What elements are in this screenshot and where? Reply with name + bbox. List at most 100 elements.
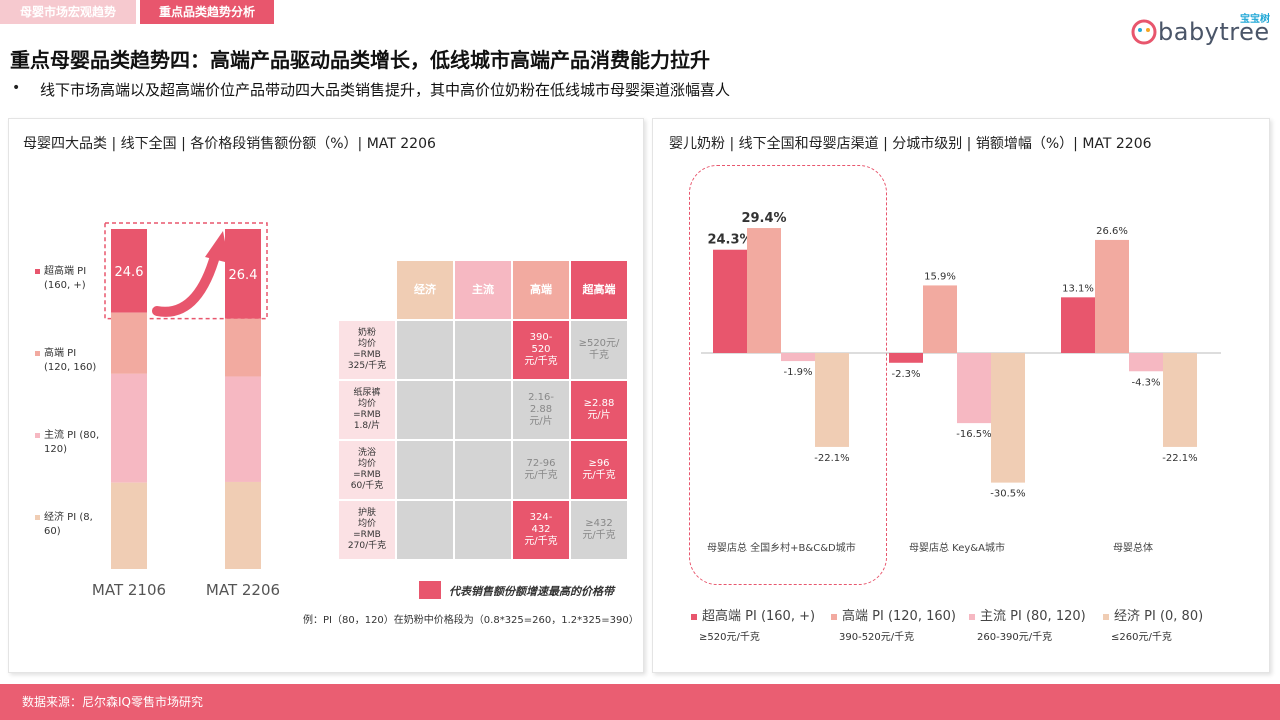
right-panel-title: 婴儿奶粉 | 线下全国和母婴店渠道 | 分城市级别 | 销额增幅（%）| MAT… — [669, 136, 1152, 152]
legend-range: 60) — [44, 526, 61, 537]
bar — [889, 353, 923, 363]
legend-swatch — [35, 514, 40, 520]
bar — [923, 285, 957, 353]
data-label: -22.1% — [1162, 453, 1197, 464]
bar-segment — [111, 373, 147, 483]
bar — [1095, 239, 1129, 353]
category-label: 母婴总体 — [1113, 543, 1153, 554]
legend-swatch — [691, 613, 697, 620]
bar — [1163, 353, 1197, 447]
bar — [957, 353, 991, 424]
table-cell — [397, 321, 453, 379]
legend-label: 经济 PI (0, 80) — [1114, 609, 1204, 624]
price-band-table: 经济 主流 高端 超高端 奶粉 均价 =RMB 325/千克 390- 520 元/千克 ≥520元/… — [337, 259, 629, 561]
babytree-logo: babytree 宝宝树 — [1130, 10, 1270, 46]
table-header-cell: 高端 — [513, 261, 569, 319]
table-cell — [455, 501, 511, 559]
table-cell: ≥2.88 元/片 — [571, 381, 627, 439]
bar-segment — [111, 482, 147, 569]
bar-segment — [111, 312, 147, 374]
legend-label: 高端 PI — [44, 348, 77, 359]
table-row: 护肤 均价 =RMB 270/千克 324- 432 元/千克 ≥432 元/千克 — [339, 501, 627, 559]
data-label: -4.3% — [1131, 377, 1160, 388]
data-label: 13.1% — [1062, 283, 1094, 294]
logo-brand: babytree — [1158, 18, 1270, 46]
table-row-label: 奶粉 均价 =RMB 325/千克 — [339, 321, 395, 379]
table-row: 纸尿裤 均价 =RMB 1.8/片 2.16- 2.88 元/片 ≥2.88 元/片 — [339, 381, 627, 439]
table-header-row: 经济 主流 高端 超高端 — [339, 261, 627, 319]
bar — [1129, 353, 1163, 372]
bullet-dot: • — [12, 80, 21, 96]
bar — [815, 353, 849, 447]
table-row: 洗浴 均价 =RMB 60/千克 72-96 元/千克 ≥96 元/千克 — [339, 441, 627, 499]
table-cell — [397, 381, 453, 439]
table-cell: 2.16- 2.88 元/片 — [513, 381, 569, 439]
table-cell: 324- 432 元/千克 — [513, 501, 569, 559]
table-corner — [339, 261, 395, 319]
data-label: 29.4% — [741, 211, 786, 226]
table-cell — [397, 501, 453, 559]
legend-label: 超高端 PI — [44, 266, 87, 277]
data-label: -1.9% — [783, 367, 812, 378]
bar — [713, 249, 747, 353]
legend-label: 经济 PI (8, — [44, 512, 93, 523]
category-label: 母婴店总 Key&A城市 — [909, 543, 1005, 554]
stacked-bar-chart: 24.6 MAT 2106 26.4 MAT 2206 — [92, 222, 280, 599]
bar-segment — [225, 229, 261, 319]
category-label: 母婴店总 全国乡村+B&C&D城市 — [707, 543, 856, 554]
bar-segment — [225, 318, 261, 377]
legend-economy: 经济 PI (8, 60) — [35, 511, 93, 539]
bar-segment — [225, 376, 261, 482]
highlight-swatch — [419, 581, 441, 599]
legend-swatch — [1103, 613, 1109, 620]
page-title: 重点母婴品类趋势四：高端产品驱动品类增长，低线城市高端产品消费能力拉升 — [10, 48, 710, 72]
arrow-head-icon — [205, 231, 229, 263]
data-label: -16.5% — [956, 429, 991, 440]
legend-premium: 高端 PI (120, 160) 390-520元/千克 — [831, 605, 956, 643]
table-cell: ≥520元/千克 — [571, 321, 627, 379]
highlight-legend-label: 代表销售额份额增速最高的价格带 — [449, 585, 614, 598]
bar — [1061, 297, 1095, 353]
data-label: 26.6% — [1096, 226, 1128, 237]
right-panel: 婴儿奶粉 | 线下全国和母婴店渠道 | 分城市级别 | 销额增幅（%）| MAT… — [652, 118, 1270, 673]
tab-market-trend[interactable]: 母婴市场宏观趋势 — [0, 0, 136, 24]
legend-sub: ≤260元/千克 — [1111, 632, 1172, 643]
table-header-cell: 经济 — [397, 261, 453, 319]
table-row-label: 纸尿裤 均价 =RMB 1.8/片 — [339, 381, 395, 439]
legend-swatch — [831, 613, 837, 620]
x-tick-label: MAT 2206 — [206, 581, 280, 599]
page-subtitle: 线下市场高端以及超高端价位产品带动四大品类销售提升，其中高价位奶粉在低线城市母婴… — [40, 81, 731, 99]
legend-swatch — [969, 613, 975, 620]
table-cell — [455, 321, 511, 379]
table-header-cell: 超高端 — [571, 261, 627, 319]
left-panel-title: 母婴四大品类 | 线下全国 | 各价格段销售额份额（%）| MAT 2206 — [23, 136, 436, 152]
x-tick-label: MAT 2106 — [92, 581, 166, 599]
data-label: -2.3% — [891, 369, 920, 380]
bar — [747, 228, 781, 353]
tab-category-trend[interactable]: 重点品类趋势分析 — [140, 0, 274, 24]
legend-label: 高端 PI (120, 160) — [842, 609, 956, 624]
table-cell — [455, 381, 511, 439]
table-cell: 390- 520 元/千克 — [513, 321, 569, 379]
table-row-label: 护肤 均价 =RMB 270/千克 — [339, 501, 395, 559]
table-cell: 72-96 元/千克 — [513, 441, 569, 499]
bar — [781, 353, 815, 362]
data-label: -30.5% — [990, 489, 1025, 500]
footer-source: 数据来源：尼尔森IQ零售市场研究 — [0, 684, 1280, 720]
legend-mainstream: 主流 PI (80, 120) 260-390元/千克 — [969, 605, 1086, 643]
table-cell: ≥96 元/千克 — [571, 441, 627, 499]
legend-premium: 高端 PI (120, 160) — [35, 347, 96, 375]
data-label: -22.1% — [814, 453, 849, 464]
table-row-label: 洗浴 均价 =RMB 60/千克 — [339, 441, 395, 499]
table-cell — [397, 441, 453, 499]
legend-super-premium: 超高端 PI (160, +) ≥520元/千克 — [691, 605, 815, 643]
growth-bar-chart: 24.3% -2.3% 13.1% 29.4% 15.9% 26.6% -1.9% -16.5… — [701, 211, 1221, 500]
table-header-cell: 主流 — [455, 261, 511, 319]
table-cell — [455, 441, 511, 499]
legend-label: 超高端 PI (160, +) — [702, 609, 816, 624]
bar-segment — [111, 229, 147, 313]
bar — [991, 353, 1025, 483]
legend-mainstream: 主流 PI (80, 120) — [35, 429, 99, 457]
legend-label: 主流 PI (80, 120) — [980, 609, 1086, 624]
logo-brand-cn: 宝宝树 — [1240, 14, 1270, 25]
